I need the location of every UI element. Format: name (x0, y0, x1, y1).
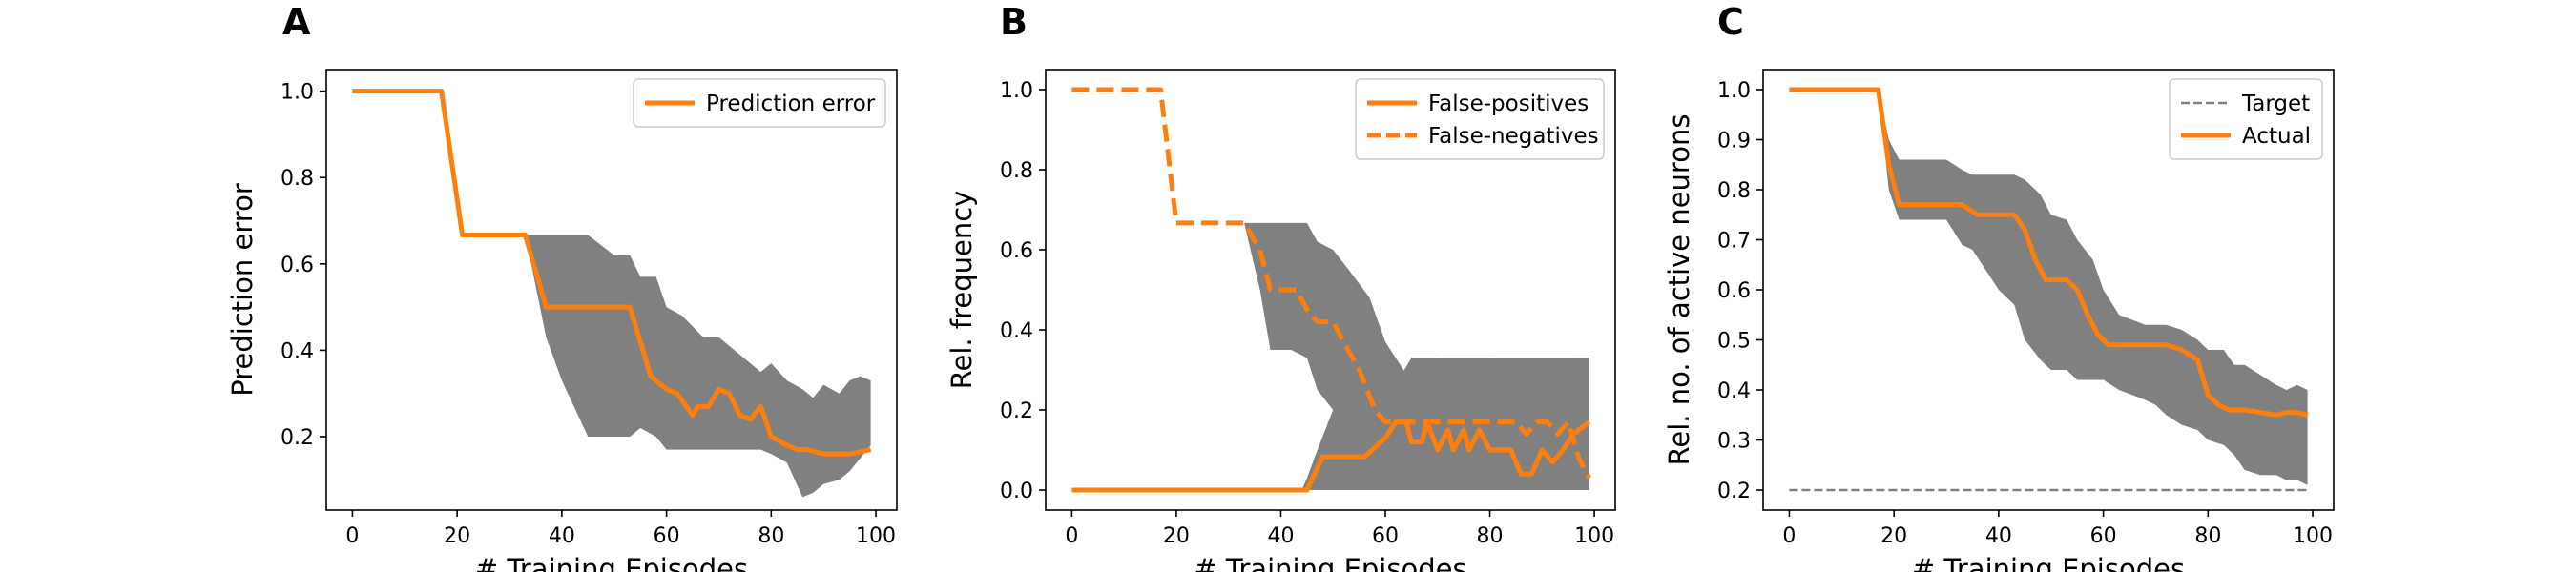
x-tick-label: 60 (1372, 524, 1399, 548)
plot-area (1071, 87, 1591, 493)
legend-frame (633, 78, 886, 128)
plot-area (1789, 87, 2309, 492)
legend-frame (2169, 78, 2323, 160)
legend-frame (1355, 78, 1605, 160)
series-line-false-positives (1071, 419, 1591, 493)
confidence-band (352, 91, 871, 498)
x-tick-label: 20 (444, 524, 470, 548)
y-tick-label: 0.2 (1000, 399, 1033, 423)
axes-frame (325, 69, 898, 511)
confidence-band (1789, 90, 2308, 485)
panel-letter: A (282, 1, 311, 43)
legend-entry-label: Prediction error (706, 92, 876, 116)
y-tick-label: 0.4 (280, 339, 314, 363)
legend: Prediction error (633, 78, 886, 128)
x-tick-label: 80 (2194, 524, 2221, 548)
x-tick-label: 0 (1782, 524, 1796, 548)
x-tick-label: 60 (654, 524, 680, 548)
y-tick-label: 1.0 (1717, 79, 1751, 103)
x-tick-label: 100 (2293, 524, 2333, 548)
panel-a: 0 20 40 60 80 100 0.2 0.4 0.6 0.8 1.0 # Training Ep… (226, 1, 898, 572)
y-tick-label: 0.4 (1717, 379, 1751, 403)
y-tick-label: 0.5 (1717, 330, 1751, 354)
series-line-prediction-error (352, 89, 872, 457)
y-axis-label: Rel. no. of active neurons (1663, 114, 1695, 466)
y-tick-label: 0.6 (1000, 239, 1033, 263)
x-tick-label: 60 (2090, 524, 2117, 548)
x-tick-label: 80 (758, 524, 784, 548)
legend-entry-label: False-negatives (1428, 124, 1599, 149)
y-tick-label: 0.2 (280, 426, 314, 450)
x-axis-label: # Training Episodes (475, 553, 748, 572)
axes-frame (1045, 69, 1616, 511)
x-tick-label: 20 (1163, 524, 1190, 548)
panel-letter: B (1000, 1, 1028, 43)
legend: False-positives False-negatives (1355, 78, 1605, 160)
series-line-false-negatives (1071, 87, 1591, 480)
series-line-actual (1789, 87, 2309, 418)
y-tick-label: 0.6 (1717, 279, 1751, 303)
y-tick-label: 0.8 (1000, 159, 1033, 183)
panel-letter: C (1717, 1, 1744, 43)
legend-entry-label: Target (2241, 92, 2310, 116)
x-tick-label: 80 (1477, 524, 1504, 548)
y-tick-label: 1.0 (1000, 79, 1033, 103)
y-axis-label: Prediction error (226, 183, 259, 397)
x-tick-label: 0 (1065, 524, 1078, 548)
y-tick-label: 0.4 (1000, 319, 1033, 343)
x-axis-label: # Training Episodes (1194, 553, 1466, 572)
legend-entry-label: False-positives (1428, 92, 1589, 116)
y-tick-label: 0.9 (1717, 130, 1751, 153)
y-tick-label: 0.0 (1000, 480, 1033, 503)
x-tick-label: 20 (1880, 524, 1907, 548)
x-tick-label: 40 (1267, 524, 1294, 548)
x-tick-label: 40 (1985, 524, 2012, 548)
y-tick-label: 0.6 (280, 254, 314, 277)
y-tick-label: 0.2 (1717, 480, 1751, 503)
x-tick-label: 100 (856, 524, 896, 548)
plot-area (352, 89, 872, 498)
panel-c: 0 20 40 60 80 100 0.2 0.3 0.4 0.5 0.6 0.7 0.8 0.9 1.0 #… (1663, 1, 2335, 572)
legend: Target Actual (2169, 78, 2323, 160)
x-tick-label: 100 (1574, 524, 1614, 548)
x-tick-label: 40 (549, 524, 575, 548)
confidence-band (1071, 358, 1589, 490)
y-tick-label: 0.7 (1717, 230, 1751, 254)
y-tick-label: 0.3 (1717, 430, 1751, 454)
x-axis-label: # Training Episodes (1912, 553, 2185, 572)
y-axis-label: Rel. frequency (945, 191, 978, 390)
legend-entry-label: Actual (2242, 124, 2311, 149)
y-tick-label: 1.0 (280, 81, 314, 105)
panel-b: 0 20 40 60 80 100 0.0 0.2 0.4 0.6 0.8 1.0 # Training… (945, 1, 1616, 572)
x-tick-label: 0 (345, 524, 359, 548)
y-tick-label: 0.8 (280, 167, 314, 191)
y-tick-label: 0.8 (1717, 179, 1751, 203)
